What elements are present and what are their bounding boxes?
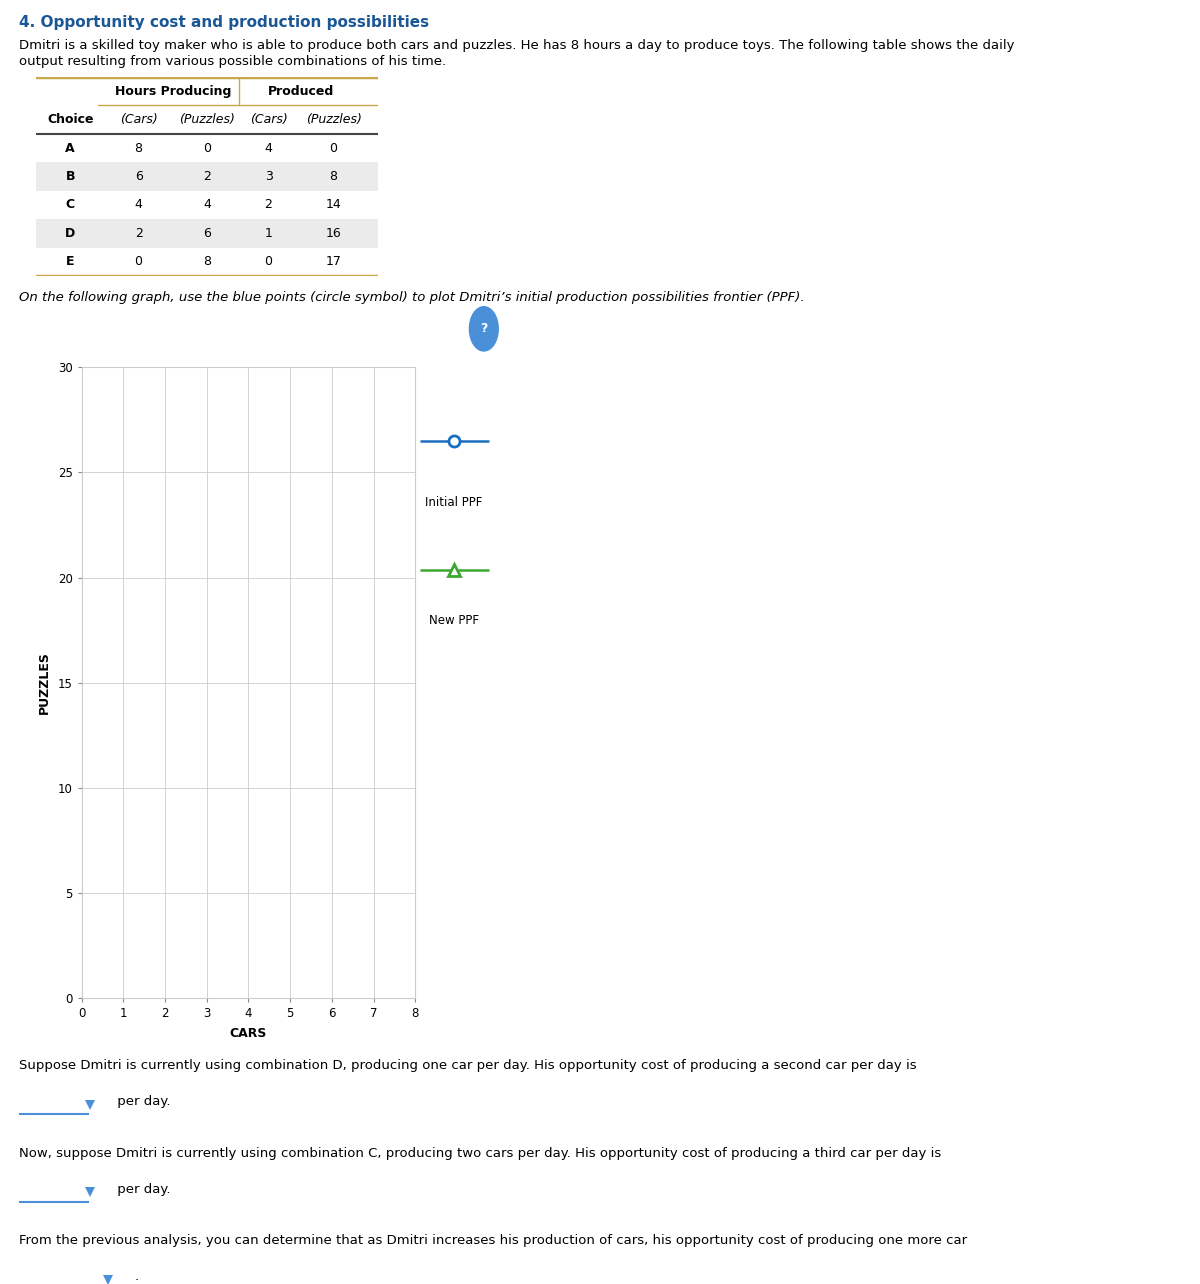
Text: 8: 8 (330, 169, 337, 184)
Text: 1: 1 (265, 227, 272, 240)
Text: Hours Producing: Hours Producing (115, 85, 230, 98)
Text: 17: 17 (325, 256, 342, 268)
Text: ?: ? (480, 322, 487, 335)
Text: 6: 6 (203, 227, 211, 240)
Bar (36, 220, 378, 248)
Text: Now, suppose Dmitri is currently using combination C, producing two cars per day: Now, suppose Dmitri is currently using c… (19, 1147, 942, 1159)
Text: Choice: Choice (47, 113, 94, 126)
Text: New PPF: New PPF (428, 614, 479, 627)
Text: .: . (134, 1270, 138, 1283)
Text: E: E (66, 256, 74, 268)
Text: 0: 0 (134, 256, 143, 268)
Text: On the following graph, use the blue points (circle symbol) to plot Dmitri’s ini: On the following graph, use the blue poi… (19, 291, 805, 304)
Text: 8: 8 (203, 256, 211, 268)
Text: 0: 0 (264, 256, 272, 268)
Text: 2: 2 (203, 169, 211, 184)
Text: 6: 6 (134, 169, 143, 184)
Text: per day.: per day. (113, 1183, 170, 1195)
Text: per day.: per day. (113, 1095, 170, 1108)
Text: 14: 14 (325, 199, 342, 212)
Y-axis label: PUZZLES: PUZZLES (37, 651, 50, 714)
Text: (Puzzles): (Puzzles) (306, 113, 361, 126)
Text: 3: 3 (265, 169, 272, 184)
Text: A: A (65, 141, 76, 154)
Text: 4: 4 (265, 141, 272, 154)
Text: 0: 0 (330, 141, 337, 154)
Text: B: B (66, 169, 74, 184)
Text: 2: 2 (134, 227, 143, 240)
Text: Initial PPF: Initial PPF (425, 497, 482, 510)
Text: 4: 4 (203, 199, 211, 212)
Text: 8: 8 (134, 141, 143, 154)
Circle shape (469, 307, 498, 351)
Text: (Puzzles): (Puzzles) (179, 113, 235, 126)
Text: Suppose Dmitri is currently using combination D, producing one car per day. His : Suppose Dmitri is currently using combin… (19, 1059, 917, 1072)
Text: 16: 16 (325, 227, 342, 240)
X-axis label: CARS: CARS (229, 1027, 268, 1040)
Text: From the previous analysis, you can determine that as Dmitri increases his produ: From the previous analysis, you can dete… (19, 1234, 967, 1247)
Text: C: C (66, 199, 74, 212)
Text: 2: 2 (265, 199, 272, 212)
Text: (Cars): (Cars) (120, 113, 157, 126)
Text: 0: 0 (203, 141, 211, 154)
Text: D: D (65, 227, 76, 240)
Text: Dmitri is a skilled toy maker who is able to produce both cars and puzzles. He h: Dmitri is a skilled toy maker who is abl… (19, 39, 1015, 51)
Bar (36, 162, 378, 191)
Text: Produced: Produced (268, 85, 334, 98)
Text: 4: 4 (134, 199, 143, 212)
Text: 4. Opportunity cost and production possibilities: 4. Opportunity cost and production possi… (19, 15, 430, 31)
Text: (Cars): (Cars) (250, 113, 288, 126)
Text: output resulting from various possible combinations of his time.: output resulting from various possible c… (19, 55, 446, 68)
